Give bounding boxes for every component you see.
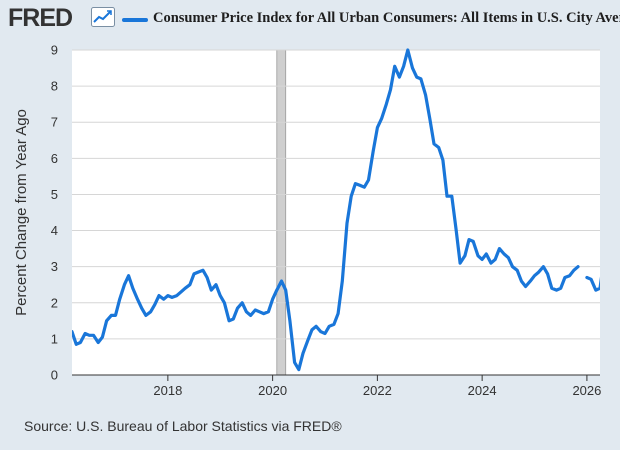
plot-area (72, 50, 600, 375)
x-tick-label: 2026 (572, 383, 601, 398)
y-tick-label: 4 (51, 223, 58, 238)
legend-swatch (122, 18, 148, 22)
y-axis-title: Percent Change from Year Ago (13, 109, 30, 316)
recession-shade (276, 49, 287, 376)
x-tick-label: 2024 (468, 383, 497, 398)
x-tick-label: 2020 (258, 383, 287, 398)
y-tick-label: 1 (51, 331, 58, 346)
line-chart: 0 1 2 3 4 5 6 7 8 9 2018 2020 2022 2024 2026 Percent … (13, 43, 609, 399)
series-line[interactable] (72, 48, 609, 372)
y-tick-label: 0 (51, 368, 58, 383)
y-tick-label: 7 (51, 115, 58, 130)
y-tick-label: 8 (51, 79, 58, 94)
x-axis-ticks: 2018 2020 2022 2024 2026 (72, 374, 601, 398)
chart-header: FRED Consumer Price Index for All Urban … (0, 0, 620, 34)
fred-logo[interactable]: FRED (8, 4, 73, 32)
recession-shading-layer (276, 49, 287, 376)
y-tick-label: 6 (51, 151, 58, 166)
y-tick-label: 2 (51, 295, 58, 310)
x-tick-label: 2022 (363, 383, 392, 398)
y-tick-label: 3 (51, 259, 58, 274)
series-layer (72, 48, 609, 372)
source-note: Source: U.S. Bureau of Labor Statistics … (24, 418, 342, 434)
x-tick-label: 2018 (153, 383, 182, 398)
y-axis-ticks: 0 1 2 3 4 5 6 7 8 9 (51, 43, 58, 383)
legend-series-label[interactable]: Consumer Price Index for All Urban Consu… (153, 10, 620, 26)
y-tick-label: 5 (51, 187, 58, 202)
line-graph-icon (91, 7, 115, 27)
y-tick-label: 9 (51, 43, 58, 58)
